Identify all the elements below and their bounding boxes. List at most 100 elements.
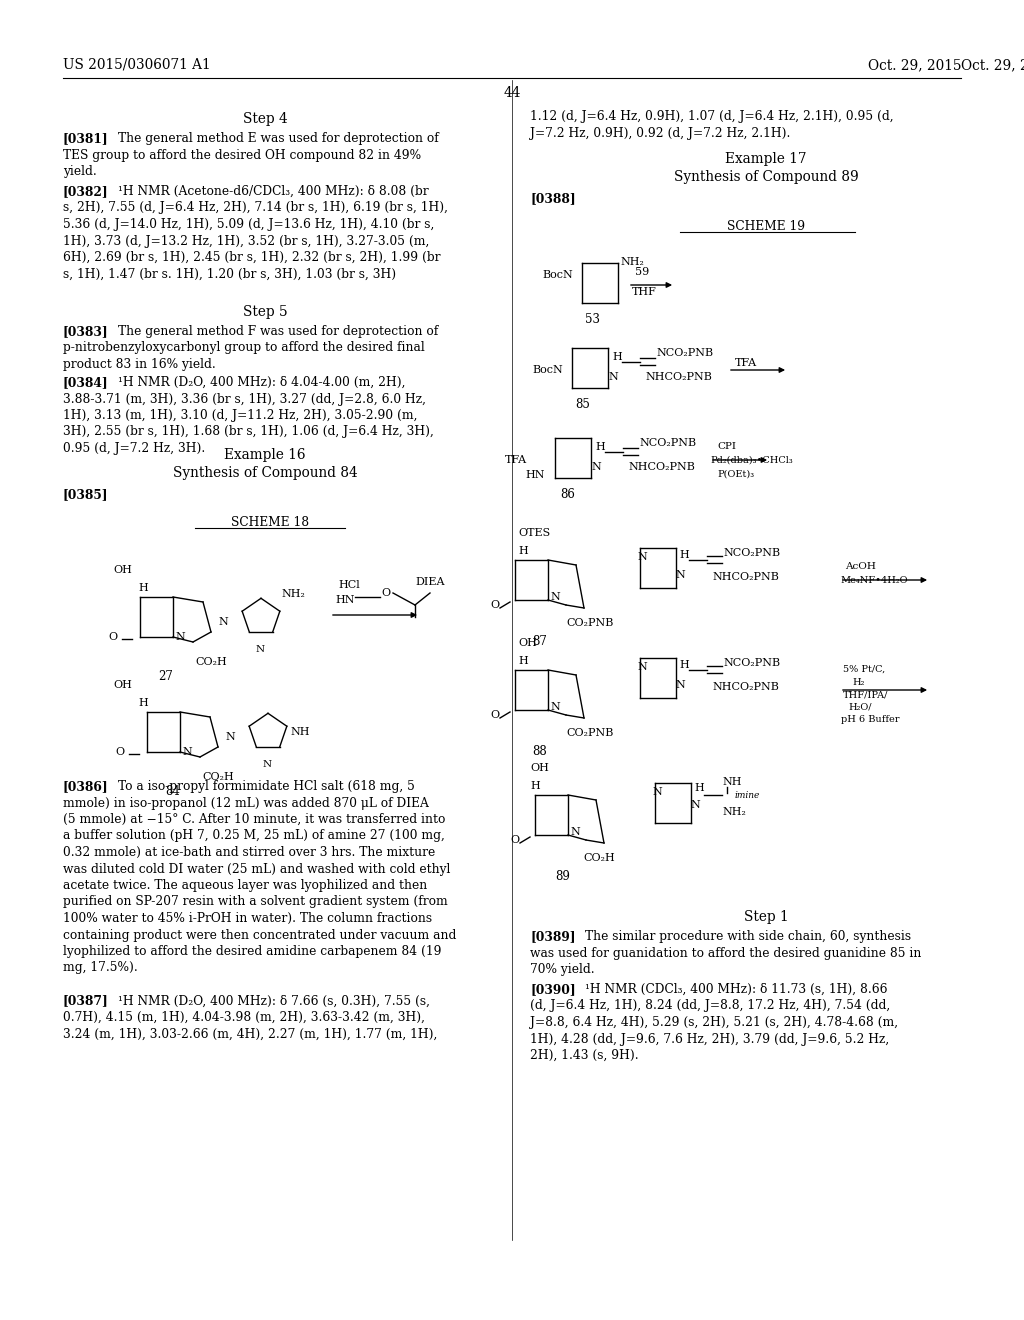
Text: Step 4: Step 4 [243,112,288,125]
Text: 3.88-3.71 (m, 3H), 3.36 (br s, 1H), 3.27 (dd, J=2.8, 6.0 Hz,: 3.88-3.71 (m, 3H), 3.36 (br s, 1H), 3.27… [63,392,426,405]
Text: Example 16: Example 16 [224,447,306,462]
Text: AcOH: AcOH [845,562,876,572]
Text: NHCO₂PNB: NHCO₂PNB [712,682,779,692]
Text: 6H), 2.69 (br s, 1H), 2.45 (br s, 1H), 2.32 (br s, 2H), 1.99 (br: 6H), 2.69 (br s, 1H), 2.45 (br s, 1H), 2… [63,251,440,264]
Text: [0387]: [0387] [63,994,109,1007]
Text: NH: NH [722,777,741,787]
Text: yield.: yield. [63,165,96,178]
Text: 87: 87 [532,635,547,648]
Text: 5.36 (d, J=14.0 Hz, 1H), 5.09 (d, J=13.6 Hz, 1H), 4.10 (br s,: 5.36 (d, J=14.0 Hz, 1H), 5.09 (d, J=13.6… [63,218,434,231]
Text: TES group to afford the desired OH compound 82 in 49%: TES group to afford the desired OH compo… [63,149,421,161]
Text: mg, 17.5%).: mg, 17.5%). [63,961,138,974]
Text: H: H [612,352,622,362]
Text: Pd₂(dba)₃•CHCl₃: Pd₂(dba)₃•CHCl₃ [710,455,793,465]
Text: O: O [490,710,499,719]
Text: N: N [182,747,191,756]
Text: 1.12 (d, J=6.4 Hz, 0.9H), 1.07 (d, J=6.4 Hz, 2.1H), 0.95 (d,: 1.12 (d, J=6.4 Hz, 0.9H), 1.07 (d, J=6.4… [530,110,894,123]
Text: The general method F was used for deprotection of: The general method F was used for deprot… [118,325,438,338]
Text: 53: 53 [585,313,600,326]
Text: H: H [595,442,605,451]
Text: [0385]: [0385] [63,488,109,502]
Text: NCO₂PNB: NCO₂PNB [723,657,780,668]
Text: 0.95 (d, J=7.2 Hz, 3H).: 0.95 (d, J=7.2 Hz, 3H). [63,442,205,455]
Text: NH₂: NH₂ [620,257,644,267]
Text: 59: 59 [635,267,649,277]
Text: CO₂H: CO₂H [195,657,226,667]
Text: BocN: BocN [532,366,563,375]
Text: purified on SP-207 resin with a solvent gradient system (from: purified on SP-207 resin with a solvent … [63,895,447,908]
Text: 1H), 3.13 (m, 1H), 3.10 (d, J=11.2 Hz, 2H), 3.05-2.90 (m,: 1H), 3.13 (m, 1H), 3.10 (d, J=11.2 Hz, 2… [63,409,418,422]
Text: 70% yield.: 70% yield. [530,964,595,975]
Text: [0383]: [0383] [63,325,109,338]
Text: H: H [679,660,689,671]
Text: HN: HN [525,470,545,480]
Text: N: N [652,787,662,797]
Text: H: H [518,546,527,556]
Text: O: O [108,632,117,642]
Text: J=8.8, 6.4 Hz, 4H), 5.29 (s, 2H), 5.21 (s, 2H), 4.78-4.68 (m,: J=8.8, 6.4 Hz, 4H), 5.29 (s, 2H), 5.21 (… [530,1016,898,1030]
Text: ¹H NMR (D₂O, 400 MHz): δ 4.04-4.00 (m, 2H),: ¹H NMR (D₂O, 400 MHz): δ 4.04-4.00 (m, 2… [118,376,406,389]
Text: 100% water to 45% i-PrOH in water). The column fractions: 100% water to 45% i-PrOH in water). The … [63,912,432,925]
Text: lyophilized to afford the desired amidine carbapenem 84 (19: lyophilized to afford the desired amidin… [63,945,441,958]
Text: [0386]: [0386] [63,780,109,793]
Text: CO₂H: CO₂H [583,853,614,863]
Text: ¹H NMR (CDCl₃, 400 MHz): δ 11.73 (s, 1H), 8.66: ¹H NMR (CDCl₃, 400 MHz): δ 11.73 (s, 1H)… [585,983,888,997]
Text: 0.7H), 4.15 (m, 1H), 4.04-3.98 (m, 2H), 3.63-3.42 (m, 3H),: 0.7H), 4.15 (m, 1H), 4.04-3.98 (m, 2H), … [63,1011,425,1024]
Text: O: O [490,601,499,610]
Text: O: O [115,747,124,756]
Text: mmole) in iso-propanol (12 mL) was added 870 μL of DIEA: mmole) in iso-propanol (12 mL) was added… [63,796,429,809]
Text: CPI: CPI [717,442,736,451]
Text: CO₂PNB: CO₂PNB [566,618,613,628]
Text: N: N [256,645,265,653]
Text: 44: 44 [503,86,521,100]
Text: CO₂H: CO₂H [202,772,233,781]
Text: Me₄NF•4H₂O: Me₄NF•4H₂O [840,576,907,585]
Text: NHCO₂PNB: NHCO₂PNB [712,572,779,582]
Text: 1H), 4.28 (dd, J=9.6, 7.6 Hz, 2H), 3.79 (dd, J=9.6, 5.2 Hz,: 1H), 4.28 (dd, J=9.6, 7.6 Hz, 2H), 3.79 … [530,1032,889,1045]
Text: H: H [518,656,527,667]
Text: SCHEME 19: SCHEME 19 [727,220,805,234]
Text: US 2015/0306071 A1: US 2015/0306071 A1 [63,58,211,73]
Text: HN: HN [335,595,354,605]
Text: [0389]: [0389] [530,931,575,942]
Text: imine: imine [735,791,761,800]
Text: N: N [175,632,184,642]
Text: NHCO₂PNB: NHCO₂PNB [645,372,712,381]
Text: s, 2H), 7.55 (d, J=6.4 Hz, 2H), 7.14 (br s, 1H), 6.19 (br s, 1H),: s, 2H), 7.55 (d, J=6.4 Hz, 2H), 7.14 (br… [63,202,449,214]
Text: ¹H NMR (D₂O, 400 MHz): δ 7.66 (s, 0.3H), 7.55 (s,: ¹H NMR (D₂O, 400 MHz): δ 7.66 (s, 0.3H),… [118,994,430,1007]
Text: P(OEt)₃: P(OEt)₃ [717,470,754,479]
Text: NH₂: NH₂ [281,589,305,599]
Text: 1H), 3.73 (d, J=13.2 Hz, 1H), 3.52 (br s, 1H), 3.27-3.05 (m,: 1H), 3.73 (d, J=13.2 Hz, 1H), 3.52 (br s… [63,235,429,248]
Text: 86: 86 [560,488,574,502]
Text: O: O [510,836,519,845]
Text: The similar procedure with side chain, 60, synthesis: The similar procedure with side chain, 6… [585,931,911,942]
Text: N: N [550,702,560,711]
Text: DIEA: DIEA [415,577,444,587]
Text: N: N [637,663,647,672]
Text: Example 17: Example 17 [725,152,807,166]
Text: N: N [225,733,234,742]
Text: O: O [381,587,390,598]
Text: OH: OH [113,565,132,576]
Text: N: N [690,800,699,810]
Text: [0384]: [0384] [63,376,109,389]
Text: Synthesis of Compound 89: Synthesis of Compound 89 [674,170,858,183]
Text: OTES: OTES [518,528,550,539]
Text: 84: 84 [165,785,180,799]
Text: Oct. 29, 2015: Oct. 29, 2015 [961,58,1024,73]
Text: N: N [637,552,647,562]
Text: H₂: H₂ [852,678,864,686]
Text: was diluted cold DI water (25 mL) and washed with cold ethyl: was diluted cold DI water (25 mL) and wa… [63,862,451,875]
Text: (5 mmole) at −15° C. After 10 minute, it was transferred into: (5 mmole) at −15° C. After 10 minute, it… [63,813,445,826]
Text: s, 1H), 1.47 (br s. 1H), 1.20 (br s, 3H), 1.03 (br s, 3H): s, 1H), 1.47 (br s. 1H), 1.20 (br s, 3H)… [63,268,396,281]
Text: NH₂: NH₂ [722,807,745,817]
Text: 88: 88 [532,744,547,758]
Text: 0.32 mmole) at ice-bath and stirred over 3 hrs. The mixture: 0.32 mmole) at ice-bath and stirred over… [63,846,435,859]
Text: containing product were then concentrated under vacuum and: containing product were then concentrate… [63,928,457,941]
Text: 85: 85 [575,399,590,411]
Text: 5% Pt/C,: 5% Pt/C, [843,665,886,675]
Text: NHCO₂PNB: NHCO₂PNB [628,462,695,473]
Text: N: N [675,570,685,579]
Text: SCHEME 18: SCHEME 18 [231,516,309,529]
Text: H: H [694,783,703,793]
